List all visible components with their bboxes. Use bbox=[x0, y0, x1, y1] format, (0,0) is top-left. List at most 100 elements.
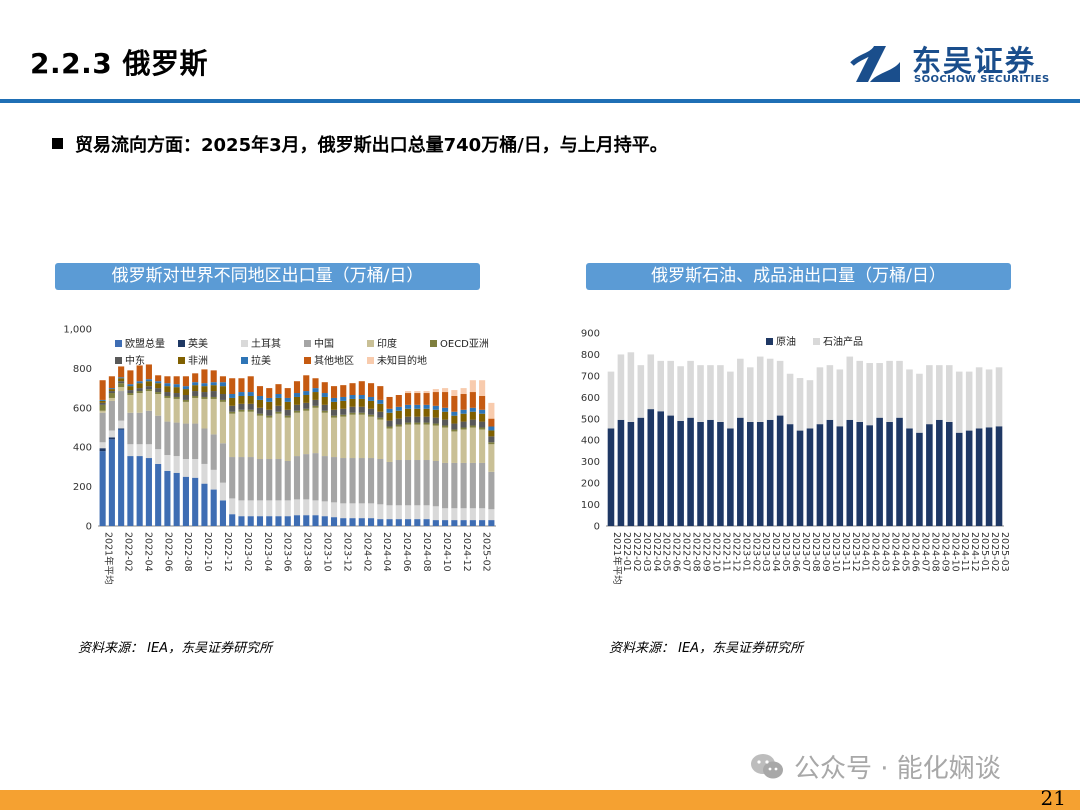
bar-segment-8 bbox=[358, 394, 365, 399]
bar-segment-5 bbox=[293, 410, 301, 413]
bar-segment-8 bbox=[118, 377, 125, 379]
bar-segment-2 bbox=[414, 505, 421, 520]
bar-segment-7 bbox=[284, 401, 291, 410]
x-tick-label: 2021年平均 bbox=[103, 532, 115, 585]
bar-segment-4 bbox=[321, 412, 328, 457]
bar-segment-1 bbox=[975, 367, 983, 429]
x-tick-label: 2024-08 bbox=[929, 532, 940, 572]
bar-segment-0 bbox=[756, 421, 764, 526]
bar-segment-1 bbox=[108, 437, 115, 440]
bar-segment-6 bbox=[118, 381, 125, 384]
x-tick-label: 2023-07 bbox=[800, 532, 811, 572]
bar-segment-3 bbox=[460, 462, 467, 509]
bar-segment-7 bbox=[395, 410, 402, 419]
bar-segment-4 bbox=[145, 391, 152, 411]
y-tick-label: 800 bbox=[581, 350, 600, 361]
bar-segment-3 bbox=[182, 423, 189, 460]
bar-segment-3 bbox=[118, 391, 125, 421]
bar-segment-8 bbox=[303, 391, 310, 395]
bar-segment-4 bbox=[469, 427, 476, 463]
bar-segment-9 bbox=[423, 393, 430, 405]
bar-segment-3 bbox=[145, 410, 152, 445]
logo-mark-icon bbox=[850, 46, 900, 82]
y-tick-label: 300 bbox=[581, 457, 600, 468]
bar-segment-6 bbox=[229, 405, 236, 412]
bar-segment-8 bbox=[451, 411, 458, 416]
logo-cn-text: 东吴证券 bbox=[912, 44, 1037, 78]
bar-segment-1 bbox=[647, 354, 655, 410]
x-tick-label: 2024-08 bbox=[421, 532, 432, 572]
bar-segment-2 bbox=[321, 501, 328, 517]
bar-segment-9 bbox=[312, 378, 319, 389]
bar-segment-9 bbox=[405, 393, 412, 405]
bar-segment-3 bbox=[108, 400, 115, 431]
bar-segment-0 bbox=[303, 515, 310, 526]
bar-segment-0 bbox=[916, 432, 923, 526]
bar-segment-8 bbox=[423, 404, 430, 409]
bar-segment-0 bbox=[108, 439, 115, 526]
bar-segment-7 bbox=[293, 396, 301, 405]
bar-segment-6 bbox=[469, 419, 476, 426]
bar-segment-6 bbox=[414, 416, 421, 423]
x-tick-label: 2024-10 bbox=[441, 532, 452, 572]
x-tick-label: 2023-08 bbox=[810, 532, 821, 572]
header-divider bbox=[0, 99, 1080, 103]
bar-segment-0 bbox=[637, 417, 645, 526]
x-tick-label: 2022-10 bbox=[710, 532, 721, 572]
bar-segment-1 bbox=[906, 369, 913, 429]
bar-segment-9 bbox=[349, 383, 356, 395]
legend-label-6: 中东 bbox=[125, 354, 145, 367]
bar-segment-9 bbox=[173, 376, 180, 385]
bar-segment-7 bbox=[256, 399, 264, 408]
bar-segment-6 bbox=[395, 418, 402, 425]
bar-segment-5 bbox=[192, 395, 199, 398]
logo-en-text: SOOCHOW SECURITIES bbox=[914, 74, 1050, 85]
bar-segment-7 bbox=[247, 395, 254, 404]
bar-segment-4 bbox=[238, 411, 245, 458]
bar-segment-1 bbox=[637, 365, 645, 418]
bar-segment-6 bbox=[423, 416, 430, 423]
bar-segment-2 bbox=[145, 444, 152, 459]
bar-segment-8 bbox=[442, 407, 449, 412]
bar-segment-3 bbox=[229, 457, 236, 499]
bar-segment-0 bbox=[164, 470, 171, 526]
bar-segment-6 bbox=[293, 404, 301, 411]
bar-segment-2 bbox=[405, 505, 412, 520]
bar-segment-6 bbox=[460, 421, 467, 428]
bar-segment-1 bbox=[717, 365, 724, 422]
bar-segment-8 bbox=[405, 404, 412, 409]
bar-segment-10 bbox=[488, 402, 495, 419]
bar-segment-7 bbox=[145, 381, 152, 387]
bar-segment-2 bbox=[442, 508, 449, 521]
bar-segment-9 bbox=[488, 418, 495, 427]
bar-segment-3 bbox=[395, 460, 402, 506]
bar-segment-4 bbox=[386, 428, 393, 462]
x-tick-label: 2022-04 bbox=[142, 532, 153, 572]
bar-segment-9 bbox=[108, 376, 115, 389]
bar-segment-0 bbox=[432, 520, 439, 526]
bar-segment-8 bbox=[469, 407, 476, 412]
bar-segment-6 bbox=[432, 417, 439, 424]
bar-segment-6 bbox=[358, 406, 365, 413]
bar-segment-3 bbox=[155, 415, 162, 450]
bar-segment-6 bbox=[108, 391, 115, 394]
bar-segment-4 bbox=[377, 419, 384, 460]
bar-segment-8 bbox=[395, 406, 402, 411]
bar-segment-4 bbox=[99, 410, 106, 413]
x-tick-label: 2022-09 bbox=[701, 532, 712, 572]
bar-segment-2 bbox=[358, 503, 365, 519]
x-tick-label: 2023-12 bbox=[850, 532, 861, 572]
bar-segment-3 bbox=[349, 458, 356, 504]
bar-segment-7 bbox=[312, 392, 319, 400]
bar-segment-3 bbox=[303, 454, 310, 500]
bar-segment-3 bbox=[127, 412, 134, 445]
x-tick-label: 2023-04 bbox=[262, 532, 273, 572]
bar-segment-9 bbox=[229, 378, 236, 395]
bar-segment-4 bbox=[247, 411, 254, 458]
x-tick-label: 2022-10 bbox=[202, 532, 213, 572]
bar-segment-8 bbox=[247, 392, 254, 396]
chart1-exports-by-region: 0 200 400 600 800 1,000 2021年平均 2022-02 2022-04 2… bbox=[63, 325, 496, 585]
bar-segment-8 bbox=[164, 383, 171, 387]
bar-segment-9 bbox=[256, 386, 264, 396]
bar-segment-0 bbox=[766, 419, 774, 526]
